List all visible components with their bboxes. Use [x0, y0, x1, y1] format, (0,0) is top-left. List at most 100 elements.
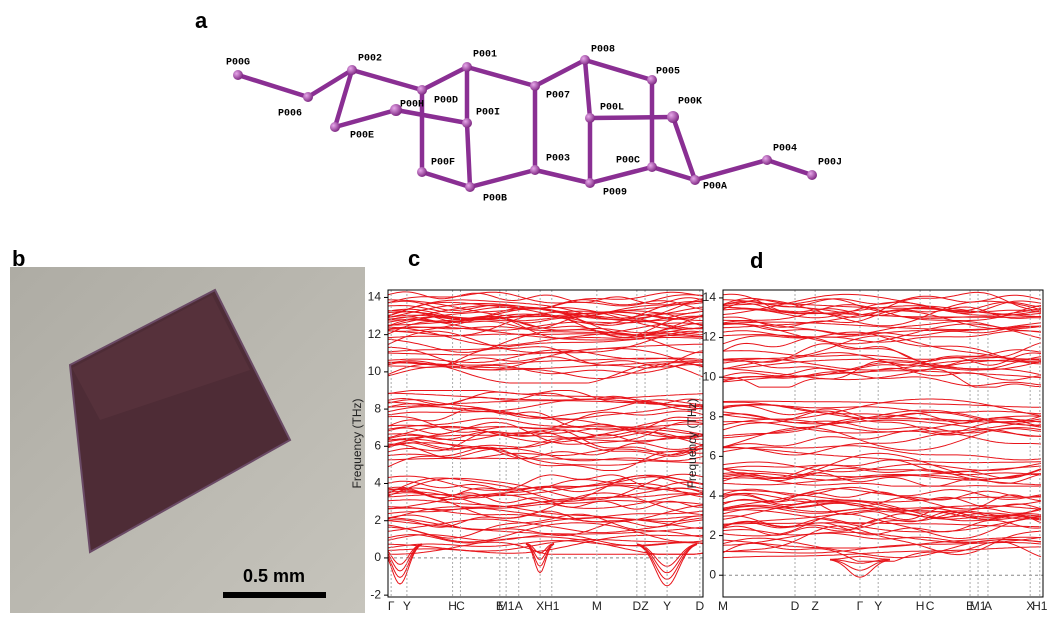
atom-label: P00I — [476, 108, 500, 119]
x-tick-label: Z — [641, 599, 648, 613]
x-tick-label: A — [515, 599, 523, 613]
figure: a b c d 0.5 mm P00GP006P002P00HP00EP00DP… — [0, 0, 1053, 615]
atom-label: P00J — [818, 158, 842, 169]
atom — [807, 170, 817, 180]
atom — [303, 92, 313, 102]
phonon-band — [723, 399, 1041, 419]
y-tick-label: 6 — [709, 449, 716, 463]
atom — [585, 178, 595, 188]
phonon-band — [723, 372, 1041, 386]
phonon-band — [723, 446, 1041, 460]
scale-label: 0.5 mm — [243, 566, 305, 586]
y-tick-label: 14 — [703, 290, 717, 304]
atom-label: P00E — [350, 131, 374, 142]
y-axis-label: Frequency (THz) — [685, 398, 699, 488]
atom-label: P001 — [473, 50, 497, 61]
y-tick-label: 10 — [368, 364, 382, 378]
y-tick-label: -2 — [370, 587, 381, 601]
bond — [590, 167, 652, 183]
bond — [652, 167, 695, 180]
phonon-band — [723, 434, 1041, 455]
atom — [417, 167, 427, 177]
y-tick-label: 12 — [368, 327, 382, 341]
y-tick-label: 14 — [368, 290, 382, 304]
x-tick-label: D — [791, 599, 800, 613]
x-tick-label: D — [633, 599, 642, 613]
bond — [590, 117, 673, 118]
atom — [330, 122, 340, 132]
bond — [335, 110, 396, 127]
atom-label: P00F — [431, 158, 455, 169]
atom-label: P00H — [400, 100, 424, 111]
x-tick-label: M — [592, 599, 602, 613]
x-tick-label: M1 — [498, 599, 515, 613]
x-tick-label: D — [696, 599, 705, 613]
x-tick-label: A — [984, 599, 992, 613]
atom-label: P00L — [600, 103, 624, 114]
molecule: P00GP006P002P00HP00EP00DP001P00IP00FP00B… — [226, 45, 842, 205]
bond — [767, 160, 812, 175]
bond — [238, 75, 308, 97]
atom-label: P00K — [678, 97, 702, 108]
atom — [465, 182, 475, 192]
atom-label: P003 — [546, 154, 570, 165]
bond — [535, 170, 590, 183]
phonon-band — [723, 401, 1041, 407]
y-tick-label: 12 — [703, 330, 717, 344]
atom — [647, 162, 657, 172]
bond — [467, 123, 470, 187]
bond — [585, 60, 590, 118]
atom — [233, 70, 243, 80]
atom — [762, 155, 772, 165]
x-tick-label: X — [536, 599, 544, 613]
atom — [417, 85, 427, 95]
bands — [723, 292, 1041, 577]
atom — [585, 113, 595, 123]
atom — [530, 81, 540, 91]
x-tick-label: H1 — [1032, 599, 1048, 613]
bond — [467, 67, 535, 86]
atom-label: P00G — [226, 58, 250, 69]
x-tick-label: Γ — [388, 599, 395, 613]
bond — [673, 117, 695, 180]
bond — [352, 70, 422, 90]
y-tick-label: 2 — [709, 528, 716, 542]
x-tick-label: H1 — [544, 599, 560, 613]
y-tick-label: 10 — [703, 369, 717, 383]
y-tick-label: 4 — [709, 488, 716, 502]
atom — [690, 175, 700, 185]
bond — [422, 67, 467, 90]
x-tick-label: C — [926, 599, 935, 613]
y-tick-label: 8 — [709, 409, 716, 423]
y-tick-label: 0 — [709, 567, 716, 581]
x-tick-label: Z — [811, 599, 818, 613]
phonon-band — [388, 337, 703, 351]
plot-d: 02468101214MDZΓYHCEM1AXH1Frequency (THz) — [685, 290, 1048, 613]
panel-label: c — [408, 246, 420, 271]
y-tick-label: 8 — [374, 401, 381, 415]
atom — [347, 65, 357, 75]
atom-label: P007 — [546, 91, 570, 102]
atom-label: P008 — [591, 45, 615, 56]
atom-label: P009 — [603, 188, 627, 199]
y-tick-label: 0 — [374, 550, 381, 564]
y-tick-label: 4 — [374, 476, 381, 490]
bond — [585, 60, 652, 80]
photo: 0.5 mm — [10, 267, 365, 613]
scale-bar — [223, 592, 326, 598]
atom — [462, 62, 472, 72]
phonon-band — [388, 411, 703, 432]
bond — [695, 160, 767, 180]
x-tick-label: H — [916, 599, 925, 613]
y-axis-label: Frequency (THz) — [350, 398, 364, 488]
atom — [530, 165, 540, 175]
panel-label: a — [195, 8, 208, 33]
bond — [535, 60, 585, 86]
panel-label: d — [750, 248, 763, 273]
phonon-band — [388, 493, 703, 519]
x-tick-label: Y — [874, 599, 882, 613]
atom-label: P006 — [278, 109, 302, 120]
atom-label: P004 — [773, 144, 797, 155]
phonon-band — [388, 448, 703, 458]
